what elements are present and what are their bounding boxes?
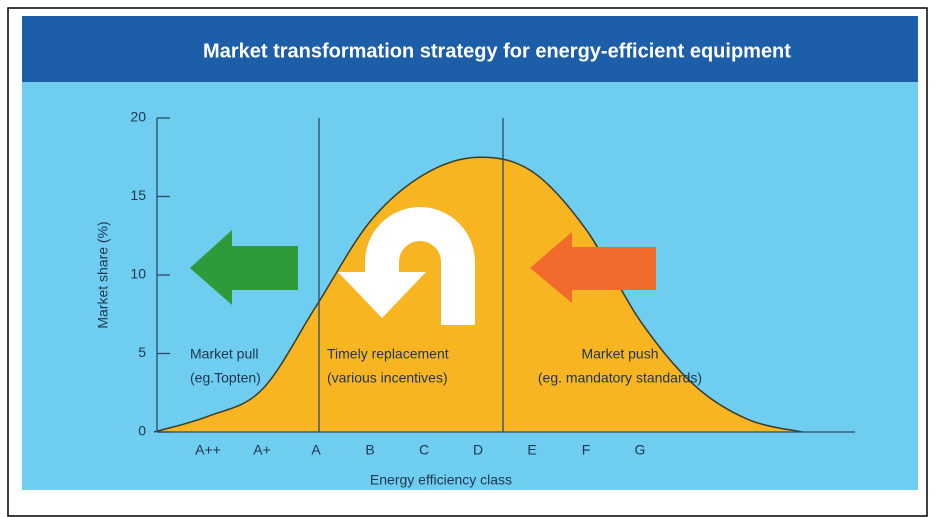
annotation: (eg.Topten) <box>190 370 261 386</box>
x-axis-title: Energy efficiency class <box>370 472 512 488</box>
annotation: Market pull <box>190 346 258 362</box>
y-tick-label: 5 <box>138 344 146 360</box>
y-tick-label: 20 <box>130 109 146 125</box>
y-tick-label: 15 <box>130 187 146 203</box>
x-tick-label: G <box>635 442 646 458</box>
x-tick-label: D <box>473 442 483 458</box>
header-band <box>22 16 918 82</box>
x-tick-label: A++ <box>195 442 221 458</box>
y-axis-title: Market share (%) <box>95 221 111 328</box>
annotation: Timely replacement <box>327 346 449 362</box>
pull-arrow <box>190 230 298 305</box>
push-arrow <box>530 232 656 303</box>
area <box>154 157 802 433</box>
y-tick-label: 10 <box>130 266 146 282</box>
x-tick-label: C <box>419 442 429 458</box>
annotation: (various incentives) <box>327 370 448 386</box>
replacement-arrowhead <box>338 272 426 318</box>
y-tick-label: 0 <box>138 423 146 439</box>
plot: 0 5 10 15 20 A++ A+ A B C D E F G Market pull (eg.Topte… <box>130 109 855 458</box>
x-tick-label: F <box>582 442 591 458</box>
x-tick-label: B <box>365 442 374 458</box>
x-tick-label: A+ <box>253 442 271 458</box>
chart-title: Market transformation strategy for energ… <box>203 40 791 62</box>
area-outline <box>153 156 803 433</box>
x-tick-label: E <box>527 442 536 458</box>
replacement-arrow <box>365 207 475 325</box>
annotation: (eg. mandatory standards) <box>538 370 702 386</box>
annotation: Market push <box>581 346 658 362</box>
x-tick-label: A <box>311 442 321 458</box>
